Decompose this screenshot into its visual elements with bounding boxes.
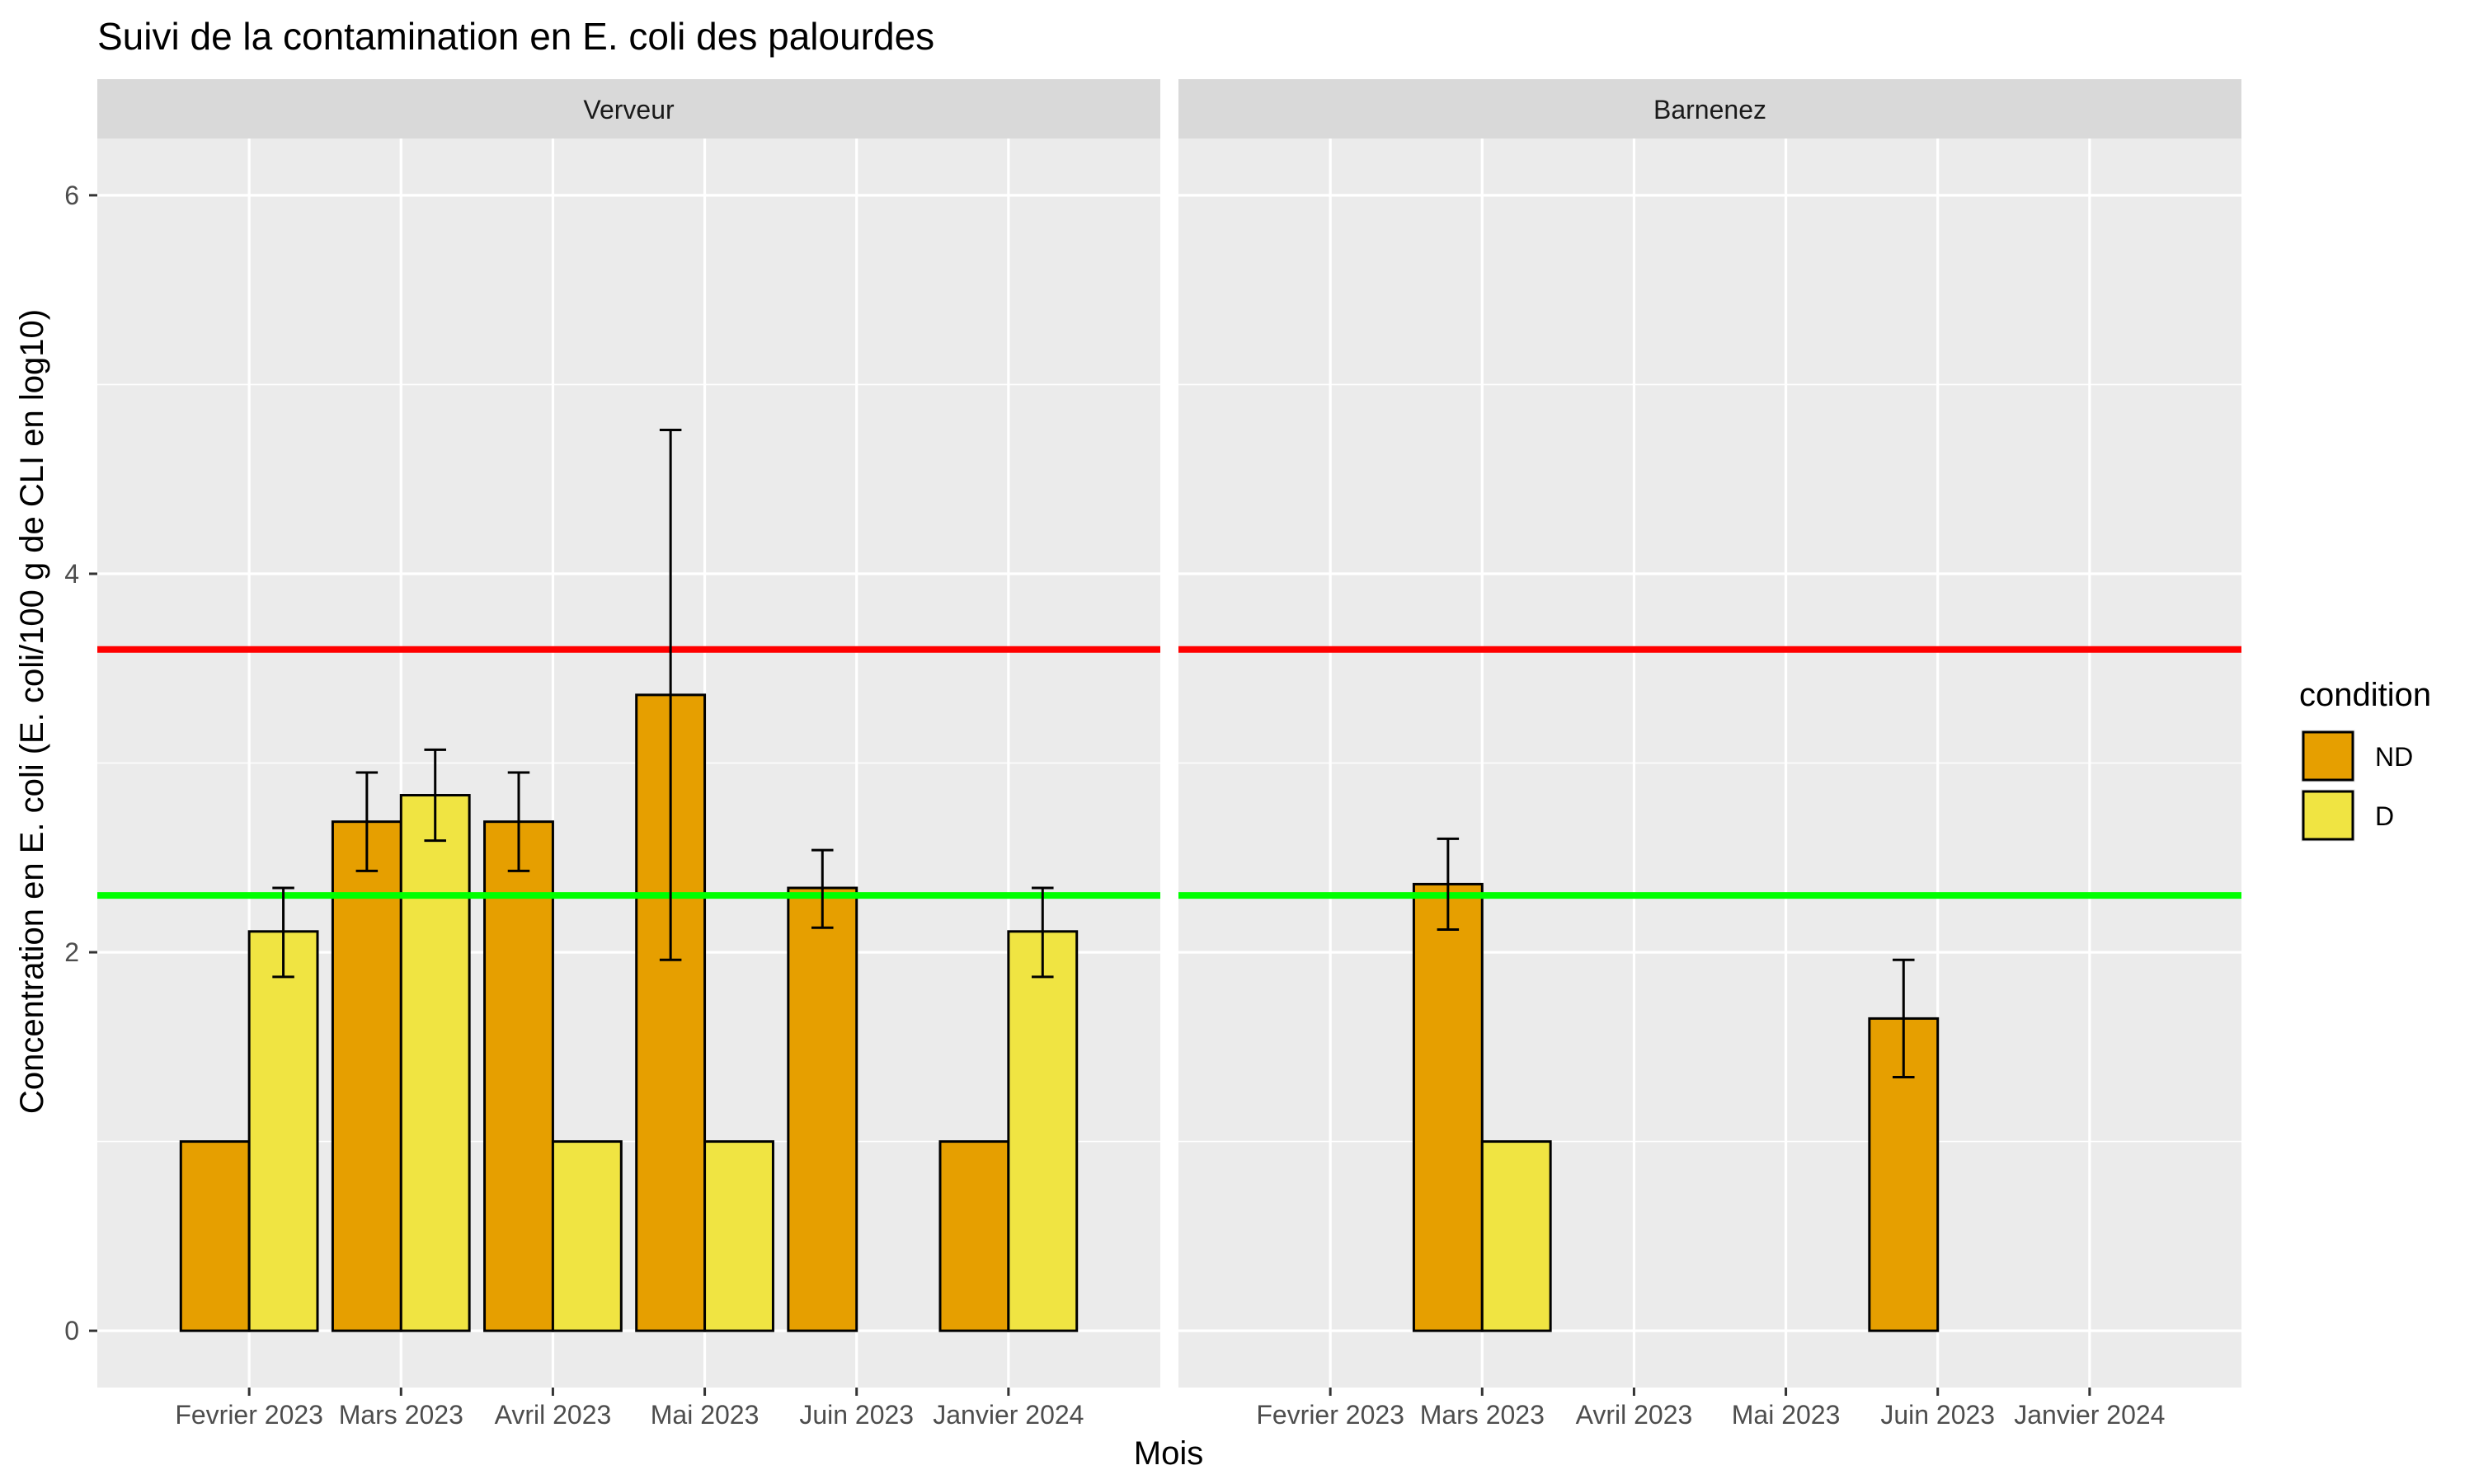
- legend: condition ND D: [2299, 677, 2431, 842]
- legend-swatch: [2302, 730, 2354, 782]
- bar: [1480, 1140, 1552, 1332]
- bar: [551, 1140, 623, 1332]
- bar: [399, 794, 471, 1332]
- bar: [179, 1140, 251, 1332]
- legend-item-d: D: [2301, 789, 2394, 842]
- bar: [938, 1140, 1010, 1332]
- facet-strip: [1178, 79, 2241, 139]
- legend-label: ND: [2375, 742, 2413, 772]
- error-bar: [1893, 958, 1915, 1079]
- x-tick-label: Avril 2023: [495, 1400, 612, 1430]
- bar: [1412, 882, 1484, 1332]
- bar: [1007, 930, 1079, 1332]
- bar: [331, 820, 402, 1332]
- x-tick-label: Juin 2023: [1880, 1400, 1995, 1430]
- error-bar: [1437, 837, 1460, 931]
- legend-item-nd: ND: [2301, 730, 2413, 782]
- panel-verveur: Verveur Fevrier 2023 Mars 2023 Avril 2023 Ma…: [97, 79, 1160, 1430]
- y-axis: 0 2 4 6: [64, 181, 97, 1345]
- legend-items: ND D: [2301, 730, 2413, 842]
- y-tick-label: 0: [64, 1316, 79, 1345]
- y-tick-label: 6: [64, 181, 79, 210]
- error-bar: [507, 771, 530, 872]
- error-bar: [659, 429, 682, 961]
- chart-title: Suivi de la contamination en E. coli des…: [97, 15, 934, 58]
- facet-label: Verveur: [583, 95, 675, 124]
- bar: [247, 930, 319, 1332]
- x-tick-label: Janvier 2024: [2014, 1400, 2165, 1430]
- x-tick-label: Mai 2023: [651, 1400, 760, 1430]
- legend-label: D: [2375, 801, 2394, 831]
- y-tick-label: 2: [64, 937, 79, 967]
- x-tick-label: Fevrier 2023: [175, 1400, 323, 1430]
- x-tick-label: Avril 2023: [1576, 1400, 1693, 1430]
- series-nd: [179, 693, 1010, 1332]
- error-bar: [272, 886, 294, 979]
- bar: [703, 1140, 774, 1332]
- y-axis-title: Concentration en E. coli (E. coli/100 g …: [14, 309, 50, 1114]
- panels-layer: Verveur Fevrier 2023 Mars 2023 Avril 2023 Ma…: [64, 79, 2241, 1430]
- x-tick-label: Mars 2023: [339, 1400, 463, 1430]
- facet-label: Barnenez: [1653, 95, 1766, 124]
- y-tick-label: 4: [64, 559, 79, 589]
- x-tick-label: Janvier 2024: [933, 1400, 1084, 1430]
- x-tick-label: Fevrier 2023: [1256, 1400, 1404, 1430]
- bar: [483, 820, 554, 1332]
- legend-title: condition: [2299, 677, 2431, 713]
- error-bar: [424, 748, 446, 843]
- facet-strip: [97, 79, 1160, 139]
- error-bar: [355, 771, 379, 872]
- error-bar: [1032, 886, 1054, 979]
- x-tick-label: Mai 2023: [1732, 1400, 1841, 1430]
- legend-swatch: [2302, 790, 2354, 841]
- x-tick-label: Juin 2023: [799, 1400, 914, 1430]
- x-axis-title: Mois: [1134, 1435, 1203, 1472]
- series-nd: [1412, 882, 1940, 1332]
- bar: [787, 886, 858, 1332]
- x-tick-label: Mars 2023: [1420, 1400, 1545, 1430]
- error-bar: [811, 848, 834, 929]
- panel-barnenez: Barnenez Fevrier 2023 Mars 2023 Avril 2023 M…: [1178, 79, 2241, 1430]
- series-d: [247, 794, 1079, 1332]
- series-d: [1480, 1140, 1552, 1332]
